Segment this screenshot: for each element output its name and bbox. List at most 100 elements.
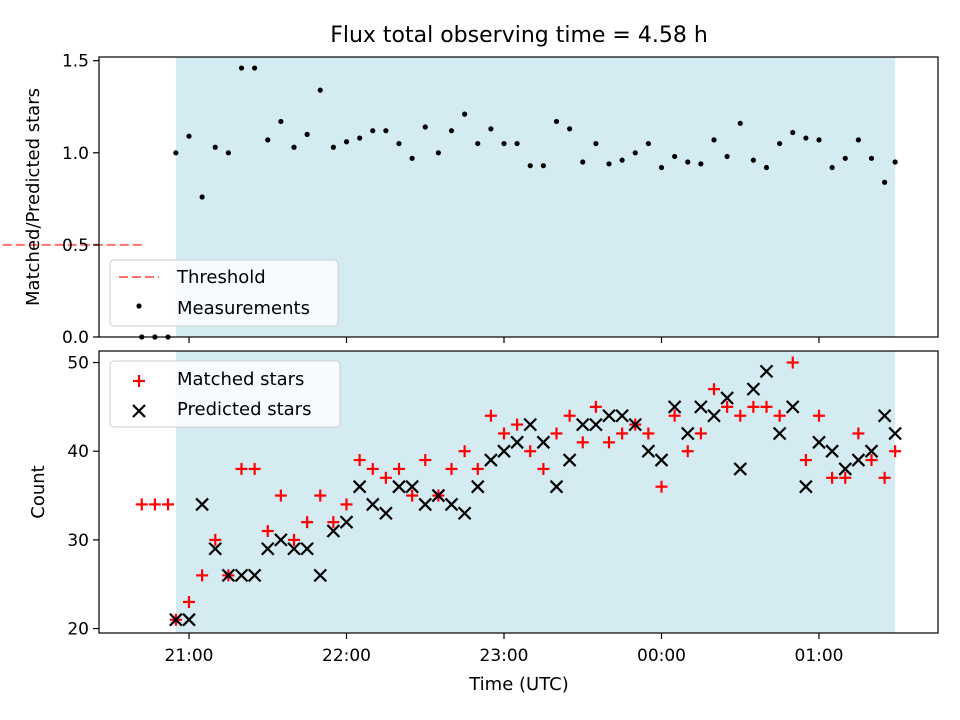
matched-star-point xyxy=(563,409,576,422)
ratio-y-ticks: 0.0 0.5 1.0 1.5 xyxy=(62,52,99,348)
measurement-point xyxy=(278,118,284,125)
measurement-point xyxy=(488,126,494,132)
predicted-star-point xyxy=(825,444,839,458)
predicted-star-point xyxy=(300,541,314,556)
measurement-point xyxy=(514,140,520,147)
matched-star-point xyxy=(162,498,174,511)
predicted-star-point xyxy=(195,497,209,512)
predicted-star-point xyxy=(221,568,236,583)
predicted-star-point xyxy=(575,417,590,432)
matched-star-point xyxy=(786,356,799,369)
measurement-point xyxy=(448,128,455,134)
y-tick-label: 1.5 xyxy=(62,52,89,72)
predicted-star-point xyxy=(247,568,262,583)
predicted-star-point xyxy=(470,479,485,494)
measurement-point xyxy=(658,164,665,171)
measurement-point xyxy=(882,179,888,185)
y-tick-label: 50 xyxy=(67,354,89,374)
x-tick-label: 23:00 xyxy=(480,646,529,666)
measurement-point xyxy=(199,194,205,200)
predicted-star-point xyxy=(510,435,524,450)
matched-stars-points xyxy=(135,356,902,626)
matched-star-point xyxy=(183,595,195,608)
measurement-point xyxy=(435,150,441,156)
chart-title: Flux total observing time = 4.58 h xyxy=(330,23,708,48)
predicted-star-point xyxy=(287,541,301,556)
matched-star-point xyxy=(209,533,222,546)
count-legend-box xyxy=(109,360,341,428)
measurement-point xyxy=(396,140,402,147)
matched-star-point xyxy=(616,427,629,440)
matched-star-point xyxy=(248,462,261,475)
predicted-star-point xyxy=(260,541,275,556)
predicted-star-point xyxy=(812,435,826,450)
matched-star-point xyxy=(458,445,471,458)
predicted-star-point xyxy=(641,444,656,458)
y-tick-label: 20 xyxy=(67,620,89,640)
measurement-point xyxy=(225,150,231,156)
matched-star-point xyxy=(878,471,891,484)
y-tick-label: 0.5 xyxy=(62,236,89,256)
matched-legend-label: Matched stars xyxy=(177,369,304,390)
measurement-point xyxy=(750,157,756,163)
matched-star-point xyxy=(589,400,602,413)
measurements-legend-label: Measurements xyxy=(177,298,310,319)
matched-star-point xyxy=(694,427,707,440)
measurement-point xyxy=(540,163,546,169)
measurement-point xyxy=(593,140,599,147)
matched-star-point xyxy=(235,462,248,475)
matched-star-point xyxy=(471,462,484,475)
predicted-star-point xyxy=(838,462,853,476)
measurement-point xyxy=(632,150,638,156)
predicted-star-point xyxy=(707,408,721,423)
matched-star-point xyxy=(708,383,720,396)
predicted-star-point xyxy=(484,453,498,467)
matched-star-point xyxy=(148,498,161,511)
measurement-point xyxy=(252,65,258,71)
measurement-point xyxy=(173,150,179,156)
matched-star-point xyxy=(550,427,563,440)
measurement-point xyxy=(763,164,770,171)
predicted-star-point xyxy=(562,453,577,467)
matched-star-point xyxy=(813,409,825,422)
predicted-stars-points xyxy=(169,364,902,627)
predicted-star-point xyxy=(799,479,813,494)
matched-star-point xyxy=(773,409,786,422)
matched-legend-swatch xyxy=(133,375,145,387)
measurement-point xyxy=(291,144,297,150)
matched-star-point xyxy=(379,471,392,484)
matched-star-point xyxy=(327,516,340,529)
measurement-point xyxy=(855,137,861,143)
y-tick-label: 0.0 xyxy=(62,328,89,348)
predicted-star-point xyxy=(785,400,800,414)
matched-star-point xyxy=(603,436,615,449)
count-panel: 20 30 40 50 21:00 22:00 23:00 00:00 01:00 Count… xyxy=(28,350,939,695)
measurement-point xyxy=(238,65,245,71)
measurement-point xyxy=(724,153,730,160)
matched-star-point xyxy=(484,409,497,422)
x-axis-label: Time (UTC) xyxy=(468,674,569,695)
matched-star-point xyxy=(799,454,812,467)
ratio-y-axis-label: Matched/Predicted stars xyxy=(23,88,44,306)
predicted-star-point xyxy=(182,612,196,627)
matched-star-point xyxy=(445,462,458,475)
predicted-star-point xyxy=(457,506,472,521)
measurement-point xyxy=(567,126,573,132)
measurements-legend-swatch xyxy=(136,303,142,309)
measurement-point xyxy=(343,139,350,145)
measurement-point xyxy=(645,140,651,147)
measurement-point xyxy=(790,129,796,136)
matched-star-point xyxy=(734,409,747,422)
matched-star-point xyxy=(839,471,852,484)
matched-star-point xyxy=(721,400,734,413)
predicted-star-point xyxy=(405,479,419,494)
threshold-legend-label: Threshold xyxy=(176,267,266,288)
matched-star-point xyxy=(642,427,655,440)
measurement-point xyxy=(330,144,336,150)
ratio-legend-box xyxy=(109,259,339,327)
matched-star-point xyxy=(261,525,274,538)
matched-star-point xyxy=(135,498,148,511)
matched-star-point xyxy=(274,489,287,502)
measurement-point xyxy=(212,144,218,150)
